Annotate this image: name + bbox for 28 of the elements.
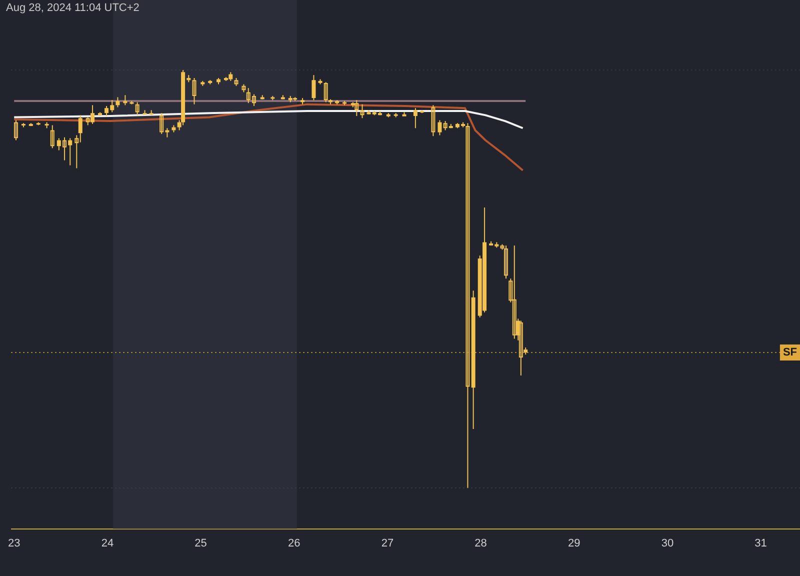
- candlestick: [123, 94, 128, 106]
- ref-line-label: SF: [782, 346, 798, 359]
- candlestick: [512, 245, 516, 340]
- candlestick: [312, 74, 316, 101]
- x-tick-label: 23: [8, 537, 20, 550]
- x-tick-label: 29: [568, 537, 580, 550]
- x-tick-label: 31: [754, 537, 767, 550]
- candlestick: [192, 78, 196, 105]
- x-tick-label: 26: [288, 537, 300, 550]
- text: Aug 28, 2024 11:04 UTC+2: [6, 2, 140, 14]
- candlestick: [135, 102, 140, 116]
- candlestick: [431, 104, 436, 137]
- candlestick: [14, 120, 18, 141]
- candlestick: [360, 104, 364, 119]
- x-tick-label: 30: [661, 537, 674, 550]
- candlestick: [413, 108, 418, 129]
- x-tick-label: 24: [101, 537, 114, 550]
- x-tick-label: 25: [194, 537, 207, 550]
- candlestick: [324, 82, 328, 103]
- x-tick-label: 28: [474, 537, 487, 550]
- x-tick-label: 27: [381, 537, 394, 550]
- candlestick: [78, 114, 82, 143]
- candlestick: [466, 122, 470, 488]
- candlestick: [438, 120, 442, 136]
- candlestick: [116, 96, 120, 108]
- candlestick: [504, 245, 508, 280]
- candlestick: [354, 100, 359, 117]
- candlestick: [50, 124, 54, 149]
